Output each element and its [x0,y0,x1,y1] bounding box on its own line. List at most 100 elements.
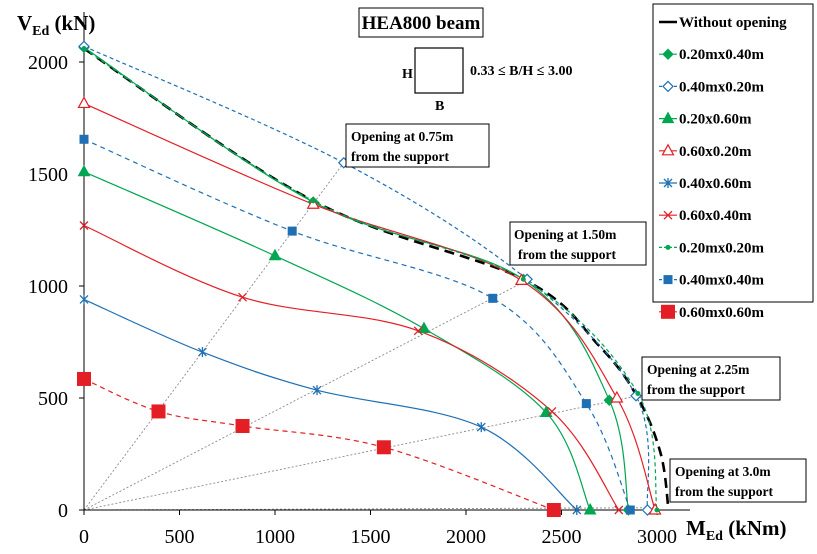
x-tick-label: 1500 [351,526,391,548]
annotation-2.25m: Opening at 2.25m from the support [641,356,781,401]
data-point-marker [197,347,207,358]
legend-label: 0.60x0.40m [679,208,752,224]
annotation-line1: Opening at 1.50m [514,227,617,242]
x-tick-label: 1000 [255,526,295,548]
data-point-marker [151,404,166,419]
data-point-marker [665,244,671,250]
data-point-marker [663,275,673,285]
data-point-marker [413,326,423,336]
annotation-line1: Opening at 3.0m [675,464,771,479]
y-tick-label: 1000 [28,276,68,298]
data-point-marker [654,507,660,513]
annotation-line2: from the support [518,247,617,262]
data-point-marker [77,96,91,109]
data-point-marker [614,505,624,515]
data-point-marker [662,48,674,60]
data-point-marker [625,505,635,515]
y-tick-label: 1500 [28,164,68,186]
legend-box [652,3,814,303]
annotation-line2: from the support [675,484,774,499]
data-point-marker [635,391,641,397]
y-tick-label: 500 [38,388,68,410]
inset-opening-rect [414,47,464,94]
inset-h-label: H [402,67,413,82]
annotation-1.50m: Opening at 1.50m from the support [509,221,647,266]
guide-line [83,507,658,511]
x-tick-label: 0 [79,526,89,548]
data-point-marker [581,399,591,409]
annotation-line1: Opening at 2.25m [647,362,750,377]
data-point-marker [235,419,250,433]
series-line [83,45,650,511]
data-point-marker [603,394,615,406]
x-axis-label: MEd (kNm) [686,516,787,544]
legend-label: 0.40mx0.40m [679,273,764,289]
legend-label: 0.40mx0.20m [679,79,764,95]
data-point-marker [79,294,89,305]
data-point-marker [547,406,557,416]
legend-label: 0.40x0.60m [679,176,752,192]
legend-label: Without opening [679,15,787,31]
data-point-marker [238,292,247,302]
data-point-marker [376,440,391,455]
data-point-marker [663,178,673,188]
series-line [83,171,591,511]
y-tick-label: 0 [58,500,68,522]
y-axis-label: VEd (kN) [17,11,95,39]
data-point-marker [583,502,597,515]
inset-b-label: B [435,99,444,114]
annotation-line1: Opening at 0.75m [351,129,454,144]
data-point-marker [312,385,322,396]
series-lines [83,45,670,511]
legend-label: 0.60x0.20m [679,144,752,160]
legend-label: 0.20mx0.40m [679,47,764,63]
data-point-marker [610,390,624,403]
series-line [83,298,578,511]
series-line [83,378,555,511]
data-point-marker [287,226,297,236]
annotation-line2: from the support [351,149,450,164]
inset-ratio-label: 0.33 ≤ B/H ≤ 3.00 [470,64,572,79]
data-point-marker [476,422,486,433]
series-line [83,48,658,511]
data-point-marker [268,248,282,261]
annotation-3.0m: Opening at 3.0m from the support [669,458,807,503]
legend: Without opening 0.20mx0.40m 0.40mx0.20m 0.2… [659,15,787,321]
data-point-marker [310,198,316,204]
legend-label: 0.60mx0.60m [679,305,764,321]
series-line [83,224,620,511]
data-point-marker [662,80,674,93]
data-point-marker [546,503,561,517]
series-line [83,47,670,511]
chart-title: HEA800 beam [362,13,481,34]
data-point-marker [572,505,582,515]
data-point-marker [79,221,89,230]
series-line [83,138,631,511]
series-markers [77,40,662,517]
x-tick-label: 500 [165,526,195,548]
data-point-marker [417,321,431,334]
guide-lines [83,162,658,511]
data-point-marker [661,143,675,156]
data-point-marker [77,164,91,177]
data-point-marker [520,276,526,282]
data-point-marker [81,46,87,52]
x-tick-label: 2000 [446,526,486,548]
axes: 0 500 1000 1500 2000 0 500 1000 1500 2000 2500 3000… [17,11,787,548]
x-tick-label: 3000 [637,526,677,548]
legend-label: 0.20mx0.20m [679,240,764,256]
data-point-marker [661,111,675,124]
annotation-line2: from the support [647,382,746,397]
data-point-marker [77,371,91,386]
guide-line [83,162,345,511]
legend-label: 0.20x0.60m [679,112,752,128]
chart-title-box [358,7,484,38]
data-point-marker [661,304,675,319]
guide-line [83,278,530,511]
data-point-marker [663,210,673,220]
x-tick-label: 2500 [542,526,582,548]
data-point-marker [488,293,498,303]
y-tick-label: 2000 [28,52,68,74]
guide-line [83,395,638,511]
